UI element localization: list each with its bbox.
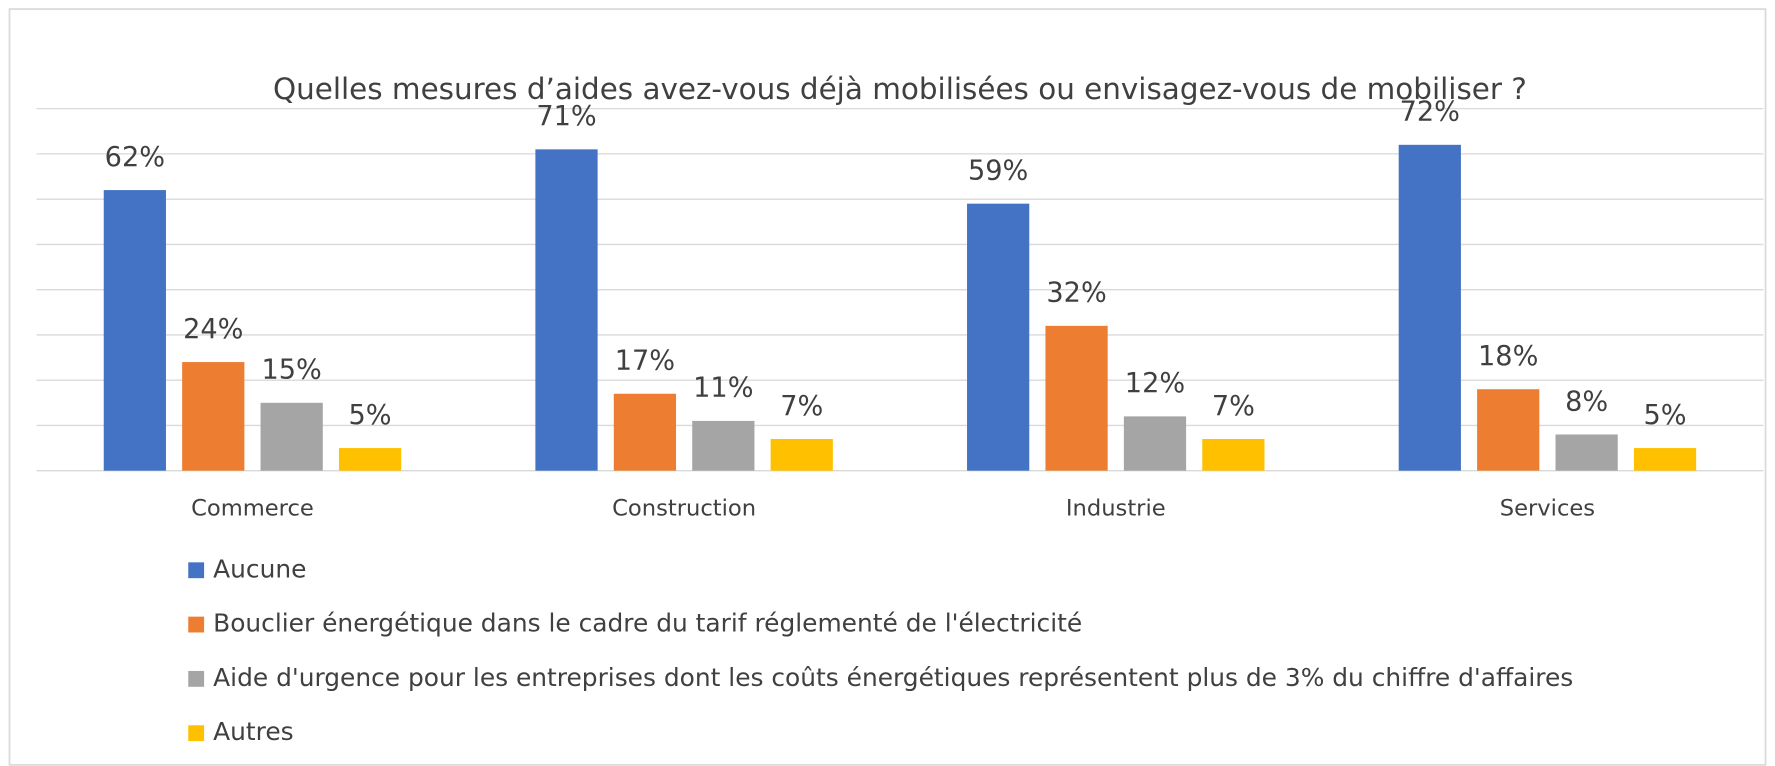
bar (692, 420, 755, 471)
legend-swatch (188, 725, 205, 742)
x-tick-label: Commerce (191, 496, 314, 522)
bar (770, 439, 833, 471)
data-label: 32% (1046, 278, 1106, 309)
data-label: 5% (349, 400, 392, 431)
legend-swatch (188, 616, 205, 633)
legend-label: Autres (213, 717, 293, 746)
bar (1477, 389, 1540, 471)
legend-label: Aide d'urgence pour les entreprises dont… (213, 663, 1573, 692)
bar (535, 149, 598, 471)
bar (1202, 439, 1265, 471)
legend-label: Aucune (213, 554, 306, 583)
bar (1555, 434, 1618, 471)
data-label: 17% (615, 346, 675, 377)
data-label: 72% (1400, 97, 1460, 128)
bar (260, 402, 323, 471)
data-label: 12% (1125, 368, 1185, 399)
bar (182, 362, 245, 471)
chart-title: Quelles mesures d’aides avez-vous déjà m… (273, 72, 1527, 106)
data-label: 62% (105, 142, 165, 173)
data-label: 24% (183, 314, 243, 345)
bar (613, 393, 677, 471)
bar (1045, 325, 1108, 471)
bar (103, 190, 166, 471)
legend-swatch (188, 562, 205, 579)
data-label: 7% (780, 391, 823, 422)
bar (1633, 448, 1697, 471)
bar (338, 448, 402, 471)
data-label: 7% (1212, 391, 1255, 422)
x-tick-label: Construction (612, 496, 756, 522)
legend-label: Bouclier énergétique dans le cadre du ta… (213, 609, 1082, 638)
data-label: 59% (968, 155, 1028, 186)
x-tick-label: Services (1500, 496, 1595, 522)
data-label: 71% (536, 101, 596, 132)
legend-swatch (188, 670, 205, 687)
data-label: 18% (1478, 341, 1538, 372)
bar (967, 203, 1030, 471)
data-label: 8% (1565, 386, 1608, 417)
data-label: 5% (1644, 400, 1687, 431)
bar (1123, 416, 1187, 471)
x-tick-label: Industrie (1066, 496, 1166, 522)
chart-frame (8, 8, 1767, 766)
bar (1398, 144, 1461, 471)
data-label: 15% (262, 355, 322, 386)
data-label: 11% (693, 373, 753, 404)
